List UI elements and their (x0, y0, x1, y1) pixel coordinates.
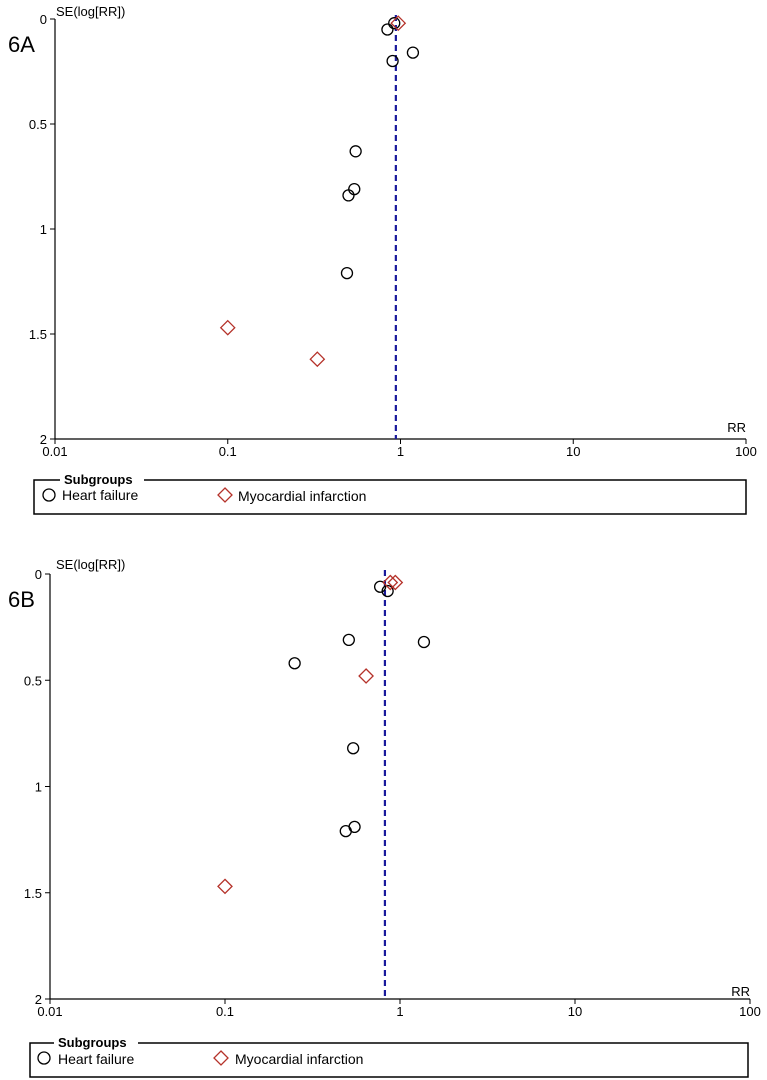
heart-failure-point (381, 23, 394, 36)
myocardial-infarction-point (219, 319, 236, 336)
panel-label: 6B (8, 587, 35, 612)
heart-failure-point (340, 266, 354, 280)
heart-failure-point (342, 189, 355, 202)
legend-box (29, 1042, 749, 1078)
x-tick-label: 1 (397, 444, 404, 459)
legend: Subgroups Heart failure Myocardial infar… (29, 1035, 749, 1078)
legend-label-myocardial-infarction: Myocardial infarction (235, 1051, 363, 1067)
heart-failure-point (349, 145, 362, 158)
myocardial-infarction-point (217, 878, 233, 895)
x-tick-label: 10 (566, 444, 580, 459)
legend-label-myocardial-infarction: Myocardial infarction (238, 488, 366, 504)
legend: Subgroups Heart failure Myocardial infar… (33, 472, 747, 515)
legend-label-heart-failure: Heart failure (58, 1051, 134, 1067)
axes: 0 0.5 1 1.5 20.01 0.1 1 10 100 (29, 12, 757, 459)
legend-circle-marker (42, 488, 56, 502)
legend-box (33, 479, 747, 515)
x-axis-title: RR (727, 420, 746, 435)
points-group (219, 15, 420, 368)
x-tick-label: 1 (396, 1004, 403, 1019)
legend-label-heart-failure: Heart failure (62, 487, 138, 503)
heart-failure-point (381, 584, 394, 598)
heart-failure-point (348, 182, 361, 196)
y-tick-label: 2 (40, 432, 47, 447)
heart-failure-point (386, 54, 399, 68)
legend-circle-marker (37, 1051, 51, 1065)
y-tick-label: 0.5 (29, 117, 47, 132)
x-tick-label: 0.01 (37, 1004, 62, 1019)
myocardial-infarction-point (309, 351, 326, 368)
y-tick-label: 1 (35, 780, 42, 795)
funnel-plot-6a: 6A SE(log[RR]) RR 0 0.5 1 1.5 20.01 0.1 1 10 100… (8, 4, 757, 515)
heart-failure-point (417, 635, 431, 649)
x-axis-title: RR (731, 984, 750, 999)
myocardial-infarction-point (382, 574, 399, 591)
y-tick-label: 0.5 (24, 673, 42, 688)
legend-diamond-marker (213, 1050, 229, 1066)
panel-label: 6A (8, 32, 35, 57)
axes: 0 0.5 1 1.5 20.01 0.1 1 10 100 (24, 567, 761, 1019)
heart-failure-point (339, 824, 352, 838)
heart-failure-point (342, 633, 355, 647)
y-tick-label: 1 (40, 222, 47, 237)
points-group (217, 574, 431, 895)
x-tick-label: 100 (739, 1004, 761, 1019)
x-tick-label: 0.01 (42, 444, 67, 459)
heart-failure-point (406, 46, 420, 59)
funnel-plot-6b: 6B SE(log[RR]) RR 0 0.5 1 1.5 20.01 0.1 1 10 100… (8, 557, 761, 1078)
x-tick-label: 0.1 (219, 444, 237, 459)
heart-failure-point (388, 17, 401, 30)
heart-failure-point (373, 580, 387, 593)
y-tick-label: 0 (35, 567, 42, 582)
legend-title: Subgroups (64, 472, 133, 487)
y-axis-title: SE(log[RR]) (56, 4, 125, 19)
heart-failure-point (288, 657, 301, 670)
y-axis-title: SE(log[RR]) (56, 557, 125, 572)
x-tick-label: 10 (568, 1004, 582, 1019)
heart-failure-point (347, 742, 360, 755)
legend-title: Subgroups (58, 1035, 127, 1050)
y-tick-label: 1.5 (24, 886, 42, 901)
x-tick-label: 100 (735, 444, 757, 459)
y-tick-label: 0 (40, 12, 47, 27)
myocardial-infarction-point (387, 574, 404, 591)
x-tick-label: 0.1 (216, 1004, 234, 1019)
y-tick-label: 1.5 (29, 327, 47, 342)
myocardial-infarction-point (390, 15, 407, 32)
myocardial-infarction-point (358, 668, 375, 684)
y-tick-label: 2 (35, 992, 42, 1007)
legend-diamond-marker (217, 487, 233, 503)
